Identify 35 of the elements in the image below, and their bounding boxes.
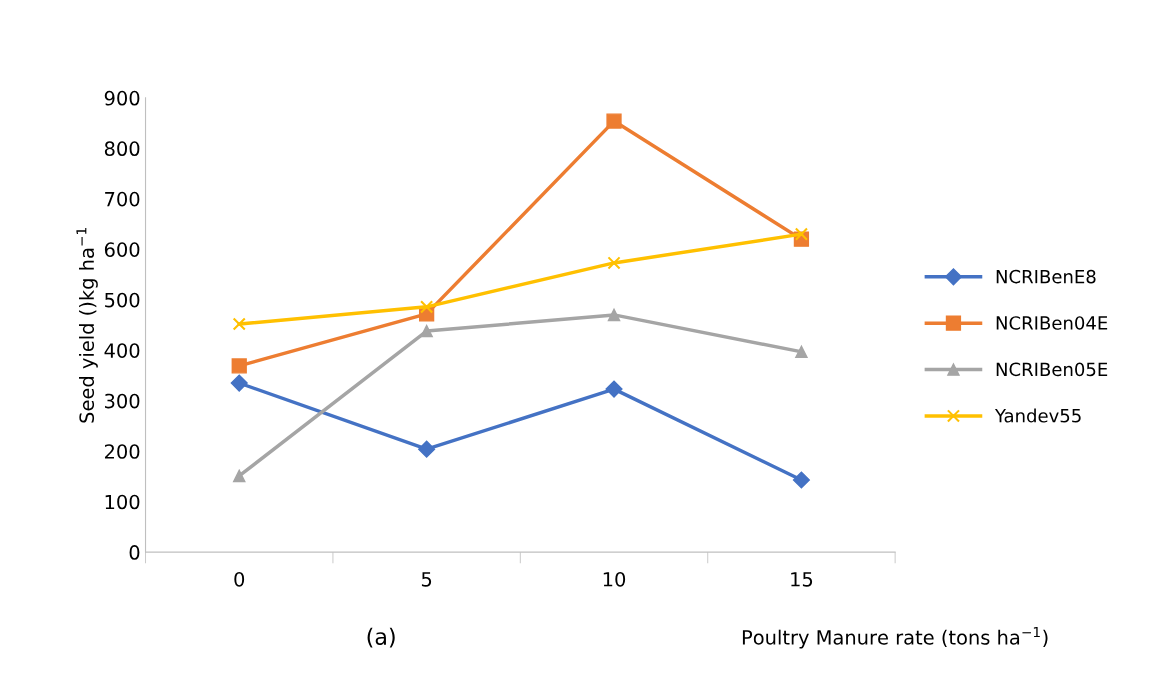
y-tick-label: 600: [104, 242, 140, 257]
point: [607, 308, 621, 322]
y-axis-title: Seed yield ()kg ha$^{−1}$: [76, 228, 98, 423]
y-tick-label: 400: [104, 343, 140, 358]
x-tick-label: 15: [791, 572, 813, 587]
y-tick-label: 200: [104, 444, 140, 459]
point: [794, 227, 809, 241]
point: [606, 113, 622, 129]
point: [232, 469, 246, 483]
point: [231, 358, 247, 374]
legend-label: NCRIBen05E: [996, 362, 1108, 377]
point: [230, 374, 248, 392]
x-tick-label: 10: [603, 571, 626, 587]
text: (a): [367, 627, 395, 648]
point: [418, 440, 436, 458]
legend-label: NCRIBen04E: [996, 316, 1108, 330]
legend-label: NCRIBenE8: [996, 269, 1096, 284]
y-tick-label: 800: [104, 141, 140, 157]
point: [420, 324, 433, 338]
point: [795, 345, 808, 359]
point: [232, 317, 246, 331]
legend-label: Yandev55: [994, 408, 1081, 423]
point: [607, 256, 621, 270]
y-tick-label: 500: [105, 292, 140, 308]
x-axis-title: Poultry Manure rate (tons ha$^{−1}$): [742, 627, 1048, 649]
point: [605, 380, 623, 398]
point: [420, 300, 434, 314]
x-tick-label: 5: [421, 572, 432, 587]
y-tick-label: 900: [104, 90, 140, 106]
y-tick-label: 300: [105, 393, 140, 409]
x-tick-label: 0: [234, 571, 245, 587]
y-tick-label: 100: [105, 494, 140, 510]
y-tick-label: 0: [129, 545, 140, 560]
point: [792, 471, 810, 489]
y-tick-label: 700: [105, 191, 140, 207]
